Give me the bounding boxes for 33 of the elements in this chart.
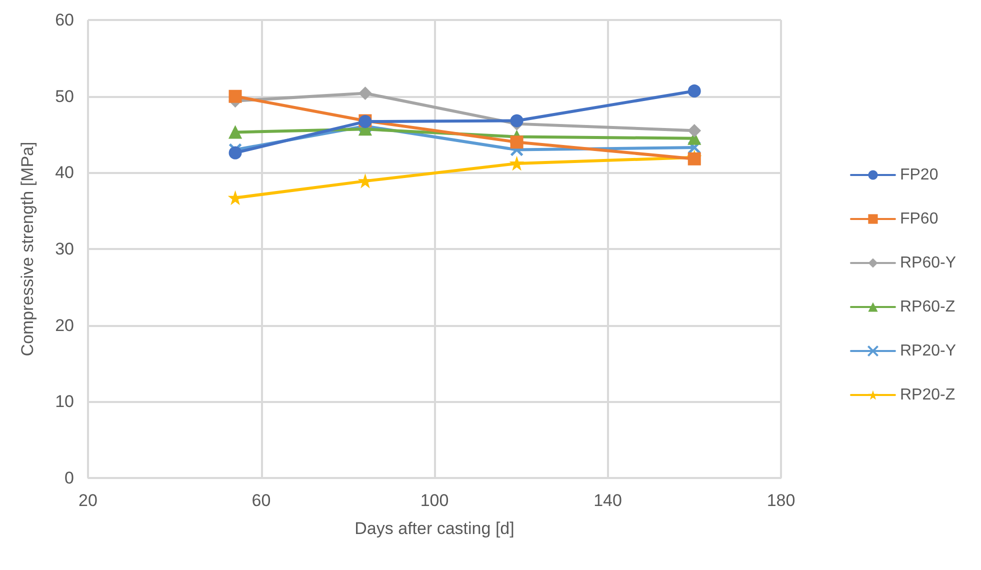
point bbox=[228, 146, 242, 160]
x-tick-label: 100 bbox=[420, 491, 449, 510]
point bbox=[228, 90, 242, 103]
legend-label: RP20-Y bbox=[900, 342, 956, 360]
y-tick-label: 30 bbox=[55, 240, 74, 258]
y-tick-label: 0 bbox=[64, 468, 74, 488]
y-tick-label: 50 bbox=[55, 86, 74, 106]
point bbox=[358, 86, 372, 100]
point bbox=[510, 136, 524, 149]
legend-label: RP60-Y bbox=[900, 254, 956, 272]
legend-label: RP20-Z bbox=[900, 386, 956, 404]
x-tick-label: 60 bbox=[252, 491, 271, 510]
point bbox=[688, 124, 701, 138]
point bbox=[358, 174, 372, 188]
y-tick-label: 40 bbox=[55, 163, 74, 182]
legend-label: FP60 bbox=[900, 210, 938, 228]
point bbox=[510, 157, 524, 170]
point bbox=[688, 84, 701, 98]
x-tick-label: 180 bbox=[766, 491, 796, 510]
y-axis-title: Compressive strength [MPa] bbox=[18, 142, 37, 356]
point bbox=[688, 140, 702, 154]
y-tick-label: 10 bbox=[55, 392, 74, 412]
point bbox=[228, 191, 242, 204]
legend-label: RP60-Z bbox=[900, 298, 956, 316]
y-tick-label: 20 bbox=[55, 316, 74, 335]
point bbox=[510, 114, 524, 128]
y-tick-label: 60 bbox=[55, 10, 74, 30]
x-tick-label: 20 bbox=[78, 491, 98, 510]
x-tick-label: 140 bbox=[594, 491, 622, 510]
legend-label: FP20 bbox=[900, 166, 938, 184]
point bbox=[688, 152, 701, 166]
point bbox=[228, 126, 242, 139]
x-axis-title: Days after casting [d] bbox=[354, 519, 514, 538]
